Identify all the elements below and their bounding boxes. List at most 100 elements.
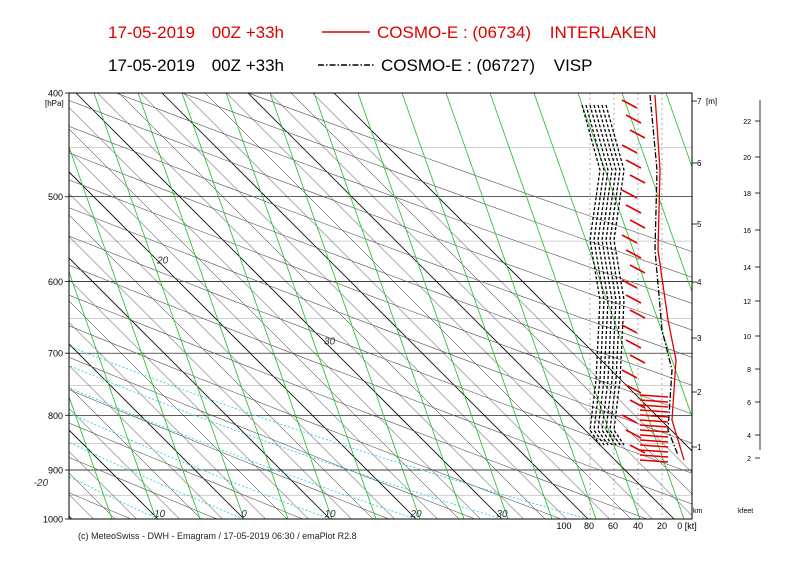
dry-adiabat-line	[181, 93, 692, 278]
isotherm-line	[118, 93, 546, 519]
wind-barb-interlaken-low	[639, 434, 669, 438]
isotherm-line	[290, 93, 692, 495]
axes-layer: 4005006007008009001000[hPa]-60-60-50-50-…	[34, 89, 761, 531]
wind-barb-interlaken	[629, 129, 646, 139]
temperature-line-visp	[0, 93, 18, 465]
mixing-ratio-line	[401, 93, 553, 519]
header-line1-model: COSMO-E : (06734)	[377, 23, 531, 42]
dry-adiabat-line	[69, 325, 562, 519]
wind-barb-interlaken-low	[639, 404, 669, 408]
wind-barb-interlaken	[621, 189, 638, 199]
isotherm-line	[247, 93, 675, 519]
kfeet-tick-label: 12	[743, 299, 751, 306]
kfeet-tick-label: 14	[743, 265, 751, 272]
mixing-ratio-line	[445, 93, 597, 519]
kfeet-tick-label: 6	[747, 400, 751, 407]
isotherm-line	[69, 107, 481, 519]
wind-barb-interlaken	[621, 414, 638, 424]
isotherm-line	[69, 236, 352, 519]
isotherm-line	[0, 93, 51, 519]
mixing-ratio-line	[665, 93, 692, 169]
isotherm-line	[0, 93, 8, 519]
mixing-ratio-line	[269, 93, 421, 519]
mixing-ratio-line	[489, 93, 641, 519]
y-tick-label: 900	[48, 466, 63, 476]
wind-barb-interlaken-low	[639, 414, 669, 418]
dry-adiabat-line	[0, 93, 45, 519]
dry-adiabat-line	[69, 357, 476, 519]
wind-axis-label: 60	[608, 521, 618, 531]
header-line1: 17-05-2019 00Z +33h	[108, 23, 284, 42]
wind-barb-interlaken	[629, 354, 646, 364]
isotherm-line	[183, 93, 610, 519]
kfeet-tick-label: 10	[743, 334, 751, 341]
header-line2-station: VISP	[554, 56, 593, 75]
isotherm-line	[226, 93, 653, 519]
km-tick-label: 2	[697, 388, 702, 397]
header-line2-right: COSMO-E : (06727) VISP	[381, 56, 592, 75]
wind-barb-interlaken	[621, 279, 638, 289]
wind-barb-interlaken-low	[639, 439, 669, 443]
wind-barb-interlaken	[625, 204, 642, 214]
dry-adiabat-line	[69, 294, 648, 519]
header-line2-date: 17-05-2019	[108, 56, 195, 75]
dry-adiabat-line	[69, 264, 692, 505]
kfeet-tick-label: 22	[743, 119, 751, 126]
header-line1-right: COSMO-E : (06734) INTERLAKEN	[377, 23, 656, 42]
wind-barb-interlaken	[625, 339, 642, 349]
dry-adiabat-line	[69, 207, 692, 444]
profiles-layer	[0, 93, 38, 480]
isotherm-line	[269, 93, 692, 516]
moist-adiabat-line	[69, 441, 245, 519]
wind-layer	[581, 94, 685, 463]
isotherm-label: -10	[151, 509, 166, 520]
wind-speed-line-visp	[593, 104, 613, 446]
wind-barb-interlaken	[625, 159, 642, 169]
header-line2: 17-05-2019 00Z +33h	[108, 56, 284, 75]
isotherm-line	[140, 93, 567, 519]
wind-barb-interlaken	[629, 219, 646, 229]
isotherm-line	[161, 93, 589, 519]
isotherm-label: 0	[241, 509, 247, 520]
dry-adiabat-line	[69, 422, 304, 519]
km-tick-label: 3	[697, 334, 702, 343]
wind-barb-interlaken	[621, 369, 638, 379]
wind-barb-interlaken-low	[639, 419, 669, 423]
isotherm-line	[69, 279, 309, 519]
wind-barb-interlaken-low	[639, 399, 669, 403]
km-tick-label: 1	[697, 443, 702, 452]
isotherm-line	[69, 150, 438, 519]
isotherm-label: 10	[324, 509, 336, 520]
mixing-ratio-line	[313, 93, 465, 519]
isotherm-line	[69, 515, 73, 519]
wind-speed-line-visp	[597, 104, 617, 446]
isotherm-line	[69, 322, 266, 519]
plot-frame	[68, 92, 693, 520]
grid-layer	[0, 93, 692, 519]
kfeet-axis-label: kfeet	[738, 508, 753, 515]
wind-barb-interlaken	[625, 384, 642, 394]
isotherm-label: -20	[34, 478, 49, 489]
mixing-ratio-line	[0, 93, 24, 519]
dry-adiabat-line	[69, 152, 692, 386]
wind-barb-interlaken-low	[639, 409, 669, 413]
isotherm-line	[312, 93, 692, 473]
y-axis-unit: [hPa]	[45, 99, 64, 108]
wind-axis-label: 80	[584, 521, 594, 531]
kfeet-tick-label: 18	[743, 191, 751, 198]
isotherm-label: 30	[496, 509, 508, 520]
y-tick-label: 700	[48, 349, 63, 359]
wind-barb-interlaken	[629, 399, 646, 409]
isotherm-line	[69, 300, 288, 519]
moist-adiabat-line	[69, 516, 73, 519]
isotherm-line	[69, 193, 395, 519]
wind-barb-interlaken	[625, 294, 642, 304]
wind-speed-line-visp	[585, 104, 605, 446]
dry-adiabat-line	[69, 126, 692, 358]
wind-barb-interlaken	[621, 144, 638, 154]
isotherm-line	[69, 343, 245, 519]
kfeet-tick-label: 8	[747, 367, 751, 374]
wind-axis-label: 0 [kt]	[677, 521, 697, 531]
wind-speed-line-visp	[605, 104, 625, 446]
y-tick-label: 600	[48, 277, 63, 287]
